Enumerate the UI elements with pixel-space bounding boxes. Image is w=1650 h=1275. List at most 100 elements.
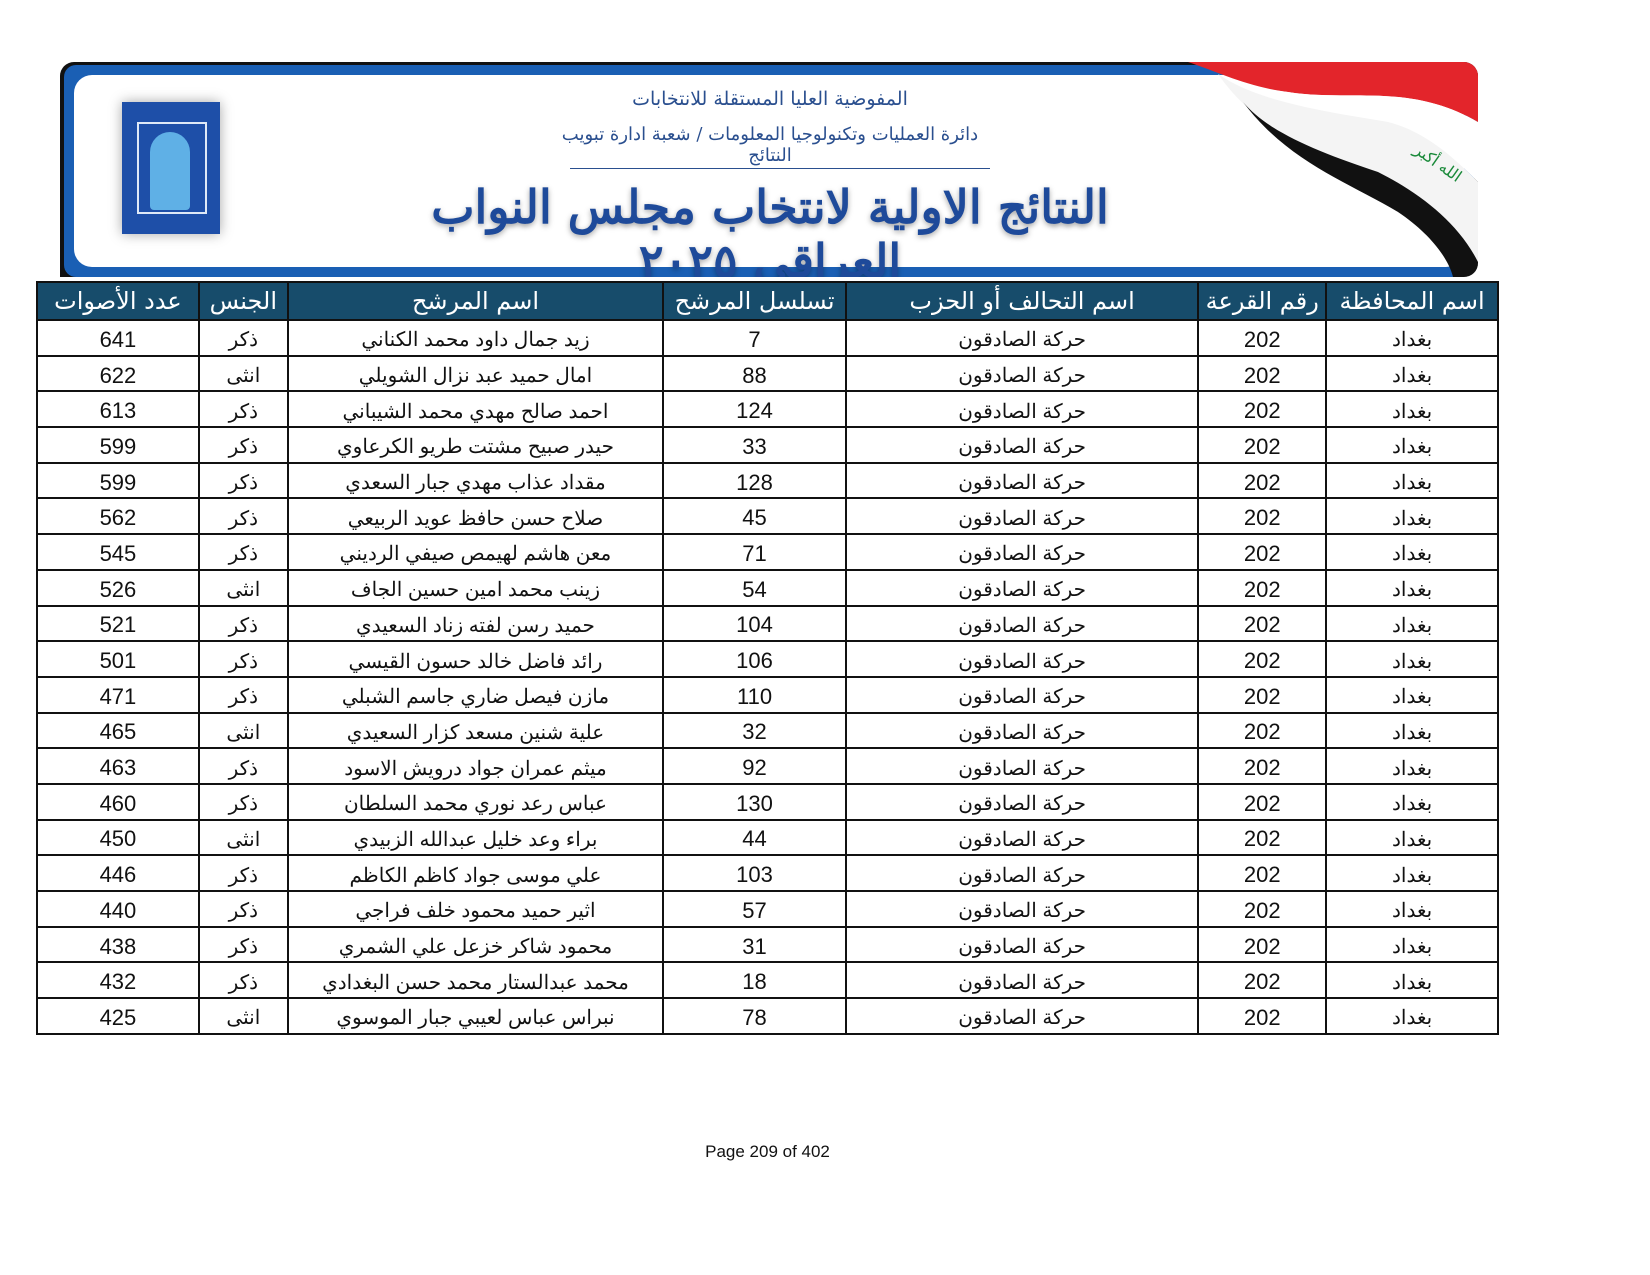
department-name: دائرة العمليات وتكنولوجيا المعلومات / شع… — [561, 124, 979, 166]
cell-list-number: 202 — [1197, 890, 1328, 928]
cell-candidate-name: معن هاشم لهيمص صيفي الرديني — [286, 533, 665, 571]
cell-candidate-name: عباس رعد نوري محمد السلطان — [286, 782, 665, 821]
cell-governorate: بغداد — [1325, 390, 1499, 429]
cell-candidate-name: زينب محمد امين حسين الجاف — [286, 568, 665, 607]
cell-candidate-sequence: 130 — [662, 782, 847, 821]
cell-party: حركة الصادقون — [844, 354, 1200, 393]
cell-candidate-sequence: 57 — [662, 890, 847, 928]
cell-gender: انثى — [197, 818, 289, 857]
cell-candidate-sequence: 110 — [662, 675, 847, 714]
cell-candidate-name: محمد عبدالستار محمد حسن البغدادي — [286, 961, 665, 1000]
cell-votes: 425 — [36, 997, 200, 1035]
page-title: النتائج الاولية لانتخاب مجلس النواب العر… — [431, 180, 1109, 277]
cell-gender: ذكر — [197, 426, 289, 464]
table-row: بغداد 202 حركة الصادقون 7 زيد جمال داود محمد… — [36, 319, 1499, 357]
cell-list-number: 202 — [1197, 604, 1328, 643]
cell-governorate: بغداد — [1325, 997, 1499, 1035]
cell-votes: 465 — [36, 711, 200, 750]
table-row: بغداد 202 حركة الصادقون 44 براء وعد خليل عبد… — [36, 818, 1499, 857]
cell-list-number: 202 — [1197, 997, 1328, 1035]
table-row: بغداد 202 حركة الصادقون 78 نبراس عباس لعيبي … — [36, 997, 1499, 1035]
cell-governorate: بغداد — [1325, 426, 1499, 464]
cell-candidate-name: براء وعد خليل عبدالله الزبيدي — [286, 818, 665, 857]
column-header-governorate: اسم المحافظة — [1325, 281, 1499, 321]
cell-candidate-sequence: 54 — [662, 568, 847, 607]
cell-candidate-sequence: 44 — [662, 818, 847, 857]
column-header-votes: عدد الأصوات — [36, 281, 200, 321]
cell-votes: 562 — [36, 497, 200, 536]
cell-list-number: 202 — [1197, 319, 1328, 357]
cell-gender: ذكر — [197, 390, 289, 429]
cell-candidate-name: اثير حميد محمود خلف فراجي — [286, 890, 665, 928]
cell-governorate: بغداد — [1325, 497, 1499, 536]
divider — [570, 168, 990, 169]
cell-gender: ذكر — [197, 747, 289, 785]
cell-party: حركة الصادقون — [844, 711, 1200, 750]
table-row: بغداد 202 حركة الصادقون 106 رائد فاضل خالد ح… — [36, 640, 1499, 678]
cell-votes: 501 — [36, 640, 200, 678]
cell-candidate-sequence: 106 — [662, 640, 847, 678]
cell-candidate-name: ميثم عمران جواد درويش الاسود — [286, 747, 665, 785]
cell-party: حركة الصادقون — [844, 997, 1200, 1035]
cell-list-number: 202 — [1197, 961, 1328, 1000]
cell-votes: 460 — [36, 782, 200, 821]
cell-party: حركة الصادقون — [844, 890, 1200, 928]
cell-votes: 599 — [36, 461, 200, 500]
cell-votes: 545 — [36, 533, 200, 571]
cell-candidate-name: علية شنين مسعد كزار السعيدي — [286, 711, 665, 750]
cell-gender: ذكر — [197, 854, 289, 892]
table-row: بغداد 202 حركة الصادقون 110 مازن فيصل ضاري ج… — [36, 675, 1499, 714]
cell-votes: 450 — [36, 818, 200, 857]
cell-governorate: بغداد — [1325, 675, 1499, 714]
cell-candidate-sequence: 124 — [662, 390, 847, 429]
cell-governorate: بغداد — [1325, 818, 1499, 857]
cell-candidate-sequence: 104 — [662, 604, 847, 643]
cell-list-number: 202 — [1197, 568, 1328, 607]
page-number: Page 209 of 402 — [705, 1142, 830, 1161]
cell-governorate: بغداد — [1325, 854, 1499, 892]
cell-gender: ذكر — [197, 675, 289, 714]
cell-candidate-sequence: 78 — [662, 997, 847, 1035]
cell-governorate: بغداد — [1325, 640, 1499, 678]
cell-candidate-sequence: 71 — [662, 533, 847, 571]
table-row: بغداد 202 حركة الصادقون 103 علي موسى جواد كا… — [36, 854, 1499, 892]
cell-party: حركة الصادقون — [844, 961, 1200, 1000]
cell-governorate: بغداد — [1325, 961, 1499, 1000]
table-row: بغداد 202 حركة الصادقون 31 محمود شاكر خزعل ع… — [36, 925, 1499, 964]
cell-governorate: بغداد — [1325, 319, 1499, 357]
org-name: المفوضية العليا المستقلة للانتخابات — [632, 88, 908, 110]
cell-party: حركة الصادقون — [844, 390, 1200, 429]
cell-candidate-sequence: 32 — [662, 711, 847, 750]
cell-candidate-name: علي موسى جواد كاظم الكاظم — [286, 854, 665, 892]
cell-candidate-sequence: 128 — [662, 461, 847, 500]
cell-party: حركة الصادقون — [844, 497, 1200, 536]
cell-party: حركة الصادقون — [844, 604, 1200, 643]
cell-candidate-sequence: 33 — [662, 426, 847, 464]
results-table: اسم المحافظة رقم القرعة اسم التحالف أو الح… — [36, 281, 1499, 1035]
cell-list-number: 202 — [1197, 390, 1328, 429]
cell-list-number: 202 — [1197, 925, 1328, 964]
cell-governorate: بغداد — [1325, 533, 1499, 571]
cell-party: حركة الصادقون — [844, 426, 1200, 464]
cell-candidate-name: حيدر صبيح مشتت طريو الكرعاوي — [286, 426, 665, 464]
table-row: بغداد 202 حركة الصادقون 45 صلاح حسن حافظ عوي… — [36, 497, 1499, 536]
table-row: بغداد 202 حركة الصادقون 57 اثير حميد محمود خ… — [36, 890, 1499, 928]
cell-votes: 641 — [36, 319, 200, 357]
cell-gender: انثى — [197, 711, 289, 750]
cell-votes: 432 — [36, 961, 200, 1000]
cell-list-number: 202 — [1197, 854, 1328, 892]
cell-governorate: بغداد — [1325, 604, 1499, 643]
cell-gender: ذكر — [197, 497, 289, 536]
cell-gender: ذكر — [197, 604, 289, 643]
cell-candidate-sequence: 92 — [662, 747, 847, 785]
table-row: بغداد 202 حركة الصادقون 130 عباس رعد نوري مح… — [36, 782, 1499, 821]
cell-gender: ذكر — [197, 640, 289, 678]
cell-list-number: 202 — [1197, 461, 1328, 500]
cell-candidate-name: زيد جمال داود محمد الكناني — [286, 319, 665, 357]
cell-votes: 471 — [36, 675, 200, 714]
cell-party: حركة الصادقون — [844, 782, 1200, 821]
table-row: بغداد 202 حركة الصادقون 88 امال حميد عبد نزا… — [36, 354, 1499, 393]
cell-party: حركة الصادقون — [844, 319, 1200, 357]
cell-list-number: 202 — [1197, 675, 1328, 714]
cell-candidate-name: امال حميد عبد نزال الشويلي — [286, 354, 665, 393]
